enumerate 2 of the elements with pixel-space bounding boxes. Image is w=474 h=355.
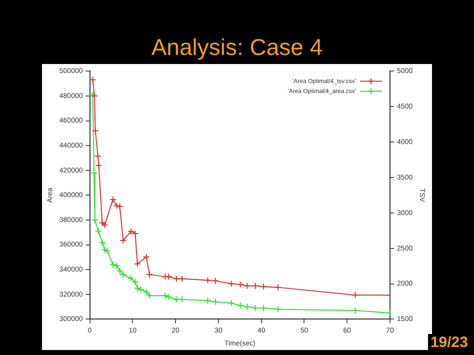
- chart-title: Analysis: Case 4: [150, 34, 324, 61]
- text: 19/23: [428, 334, 470, 351]
